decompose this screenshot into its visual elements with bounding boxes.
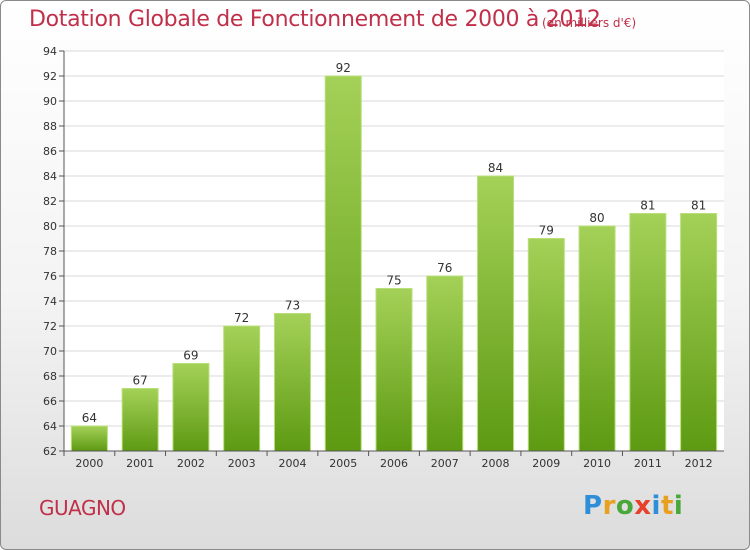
bar-2004 xyxy=(273,313,311,452)
y-tick-label: 74 xyxy=(43,295,57,308)
data-label: 92 xyxy=(336,61,351,75)
y-axis: 62 64 66 68 70 72 74 76 78 80 82 84 86 88 90 92 94 xyxy=(43,45,65,458)
x-tick-label: 2010 xyxy=(583,457,611,470)
x-tick-label: 2008 xyxy=(482,457,510,470)
x-axis: 2000 2001 2002 2003 2004 2005 2006 2007 2008 2009… xyxy=(63,450,724,470)
y-tick-label: 64 xyxy=(43,420,57,433)
x-tick-label: 2011 xyxy=(634,457,662,470)
y-tick-label: 72 xyxy=(43,320,57,333)
bar-2001 xyxy=(121,388,159,452)
bar-2007 xyxy=(426,275,464,452)
x-tick-label: 2002 xyxy=(177,457,205,470)
data-label: 81 xyxy=(691,199,706,213)
x-tick-label: 2009 xyxy=(532,457,560,470)
chart-title: Dotation Globale de Fonctionnement de 20… xyxy=(29,7,601,32)
y-tick-label: 94 xyxy=(43,45,57,58)
data-label: 72 xyxy=(234,311,249,325)
data-label: 76 xyxy=(437,261,452,275)
y-tick-label: 82 xyxy=(43,195,57,208)
x-tick-label: 2006 xyxy=(380,457,408,470)
data-label: 80 xyxy=(589,211,604,225)
y-tick-label: 70 xyxy=(43,345,57,358)
bar-2005 xyxy=(324,75,362,452)
y-tick-label: 66 xyxy=(43,395,57,408)
x-tick-label: 2001 xyxy=(126,457,154,470)
x-tick-label: 2003 xyxy=(228,457,256,470)
y-tick-label: 76 xyxy=(43,270,57,283)
x-tick-label: 2000 xyxy=(75,457,103,470)
data-label: 84 xyxy=(488,161,503,175)
x-tick-label: 2007 xyxy=(431,457,459,470)
data-label: 64 xyxy=(82,411,97,425)
data-label: 75 xyxy=(386,274,401,288)
x-tick-label: 2005 xyxy=(329,457,357,470)
bar-2008 xyxy=(477,175,515,452)
y-tick-label: 84 xyxy=(43,170,57,183)
y-tick-label: 62 xyxy=(43,445,57,458)
bar-2003 xyxy=(223,325,261,452)
bar-2010 xyxy=(578,225,616,452)
y-tick-label: 86 xyxy=(43,145,57,158)
bar-2000 xyxy=(70,425,108,452)
x-tick-label: 2004 xyxy=(278,457,306,470)
chart-subtitle: (en milliers d'€) xyxy=(542,16,637,30)
value-labels: 64 67 69 72 73 92 75 76 84 79 80 81 81 xyxy=(82,61,707,425)
bar-2006 xyxy=(375,288,413,452)
data-label: 69 xyxy=(183,349,198,363)
data-label: 73 xyxy=(285,299,300,313)
bar-2002 xyxy=(172,363,210,452)
bar-2009 xyxy=(527,238,565,452)
data-label: 81 xyxy=(640,199,655,213)
bar-2012 xyxy=(680,213,718,452)
data-label: 79 xyxy=(539,224,554,238)
y-tick-label: 78 xyxy=(43,245,57,258)
y-tick-label: 88 xyxy=(43,120,57,133)
bar-2011 xyxy=(629,213,667,452)
data-label: 67 xyxy=(133,374,148,388)
proxiti-logo: Proxiti xyxy=(583,491,684,521)
y-tick-label: 80 xyxy=(43,220,57,233)
commune-name: GUAGNO xyxy=(39,496,126,520)
bars xyxy=(70,75,718,452)
y-tick-label: 92 xyxy=(43,70,57,83)
y-tick-label: 90 xyxy=(43,95,57,108)
x-tick-label: 2012 xyxy=(685,457,713,470)
y-tick-label: 68 xyxy=(43,370,57,383)
